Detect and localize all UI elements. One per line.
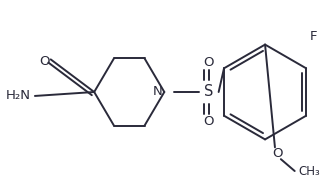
Text: F: F (310, 30, 317, 43)
Text: O: O (273, 147, 283, 160)
Text: S: S (204, 84, 214, 100)
Text: O: O (203, 56, 214, 69)
Text: H₂N: H₂N (6, 89, 31, 102)
Text: CH₃: CH₃ (299, 164, 320, 178)
Text: O: O (203, 115, 214, 128)
Text: O: O (40, 55, 50, 68)
Text: N: N (152, 86, 162, 98)
